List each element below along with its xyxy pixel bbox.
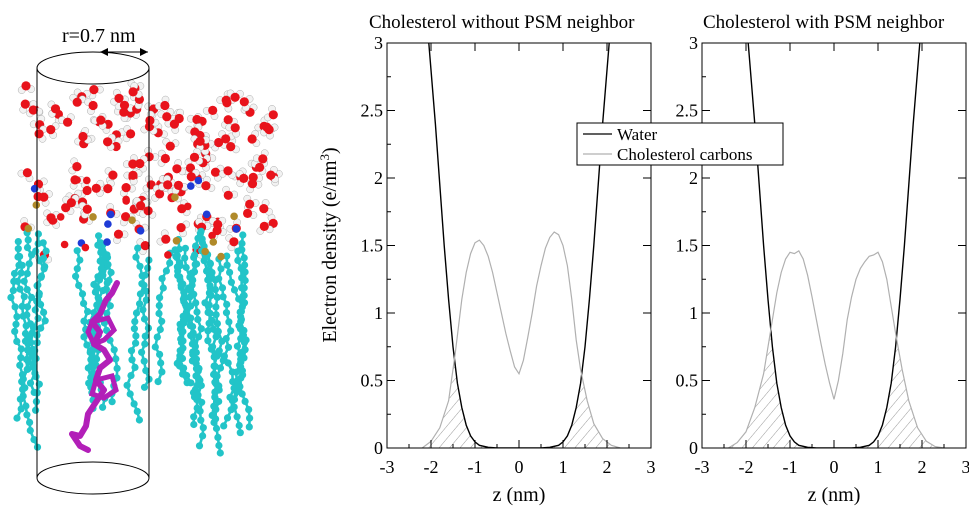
x-tick-label: -3	[695, 457, 710, 477]
x-tick-label: -1	[468, 457, 483, 477]
plot-with-psm: Cholesterol with PSM neighbor -3 -2 -1 0 1 2 3…	[676, 12, 969, 506]
legend-label-water: Water	[617, 125, 657, 144]
y-tick-label: 1	[374, 303, 383, 323]
plot-without-psm: Cholesterol without PSM neighbor -3 -2 -1 0…	[361, 12, 656, 506]
x-tick-label: -1	[783, 457, 798, 477]
x-tick-label: -3	[380, 457, 395, 477]
y-tick-label: 1	[689, 303, 698, 323]
x-tick-label: 1	[559, 457, 568, 477]
y-tick-label: 0	[689, 438, 698, 458]
x-tick-label: -2	[424, 457, 439, 477]
overlap-hatch-2	[728, 330, 944, 448]
legend-item-water: Water	[583, 125, 657, 144]
y-tick-label: 0.5	[361, 371, 384, 391]
x-tick-label: 2	[918, 457, 927, 477]
legend-box	[576, 122, 784, 166]
y-tick-label: 2	[689, 168, 698, 188]
plot2-frame	[701, 42, 967, 449]
y-tick-label: 0.5	[676, 371, 699, 391]
y-tick-label: 1.5	[676, 236, 699, 256]
x-tick-label: 2	[603, 457, 612, 477]
y-tick-label: 0	[374, 438, 383, 458]
plot2-xlabel: z (nm)	[808, 484, 861, 506]
y-axis-label: Electron density (e/nm3)	[317, 147, 342, 342]
x-tick-label: 3	[962, 457, 969, 477]
legend: Water Cholesterol carbons	[576, 122, 784, 166]
y-tick-label: 2	[374, 168, 383, 188]
legend-label-cholesterol-carbons: Cholesterol carbons	[617, 145, 753, 164]
plot1-frame	[386, 42, 652, 449]
plot1-title: Cholesterol without PSM neighbor	[369, 12, 635, 33]
x-tick-label: -2	[739, 457, 754, 477]
radius-label: r=0.7 nm	[62, 25, 136, 47]
y-tick-label: 2.5	[676, 101, 699, 121]
legend-item-cholesterol-carbons: Cholesterol carbons	[583, 145, 753, 164]
y-tick-label: 3	[374, 33, 383, 53]
series-water-line-2	[747, 43, 921, 448]
overlap-hatch-1	[422, 359, 621, 448]
cholesterol-molecule	[69, 280, 120, 453]
series-cholesterol-carbons-line-2	[728, 250, 945, 448]
y-tick-label: 3	[689, 33, 698, 53]
x-tick-label: 3	[647, 457, 656, 477]
plot1-xlabel: z (nm)	[493, 484, 546, 506]
atoms-layer	[7, 79, 283, 457]
x-tick-label: 0	[515, 457, 524, 477]
plot2-title: Cholesterol with PSM neighbor	[703, 12, 945, 33]
x-tick-label: 1	[874, 457, 883, 477]
x-tick-label: 0	[830, 457, 839, 477]
y-tick-label: 1.5	[361, 236, 384, 256]
y-tick-label: 2.5	[361, 101, 384, 121]
series-water-line-1	[428, 43, 610, 448]
membrane-snapshot: r=0.7 nm	[7, 25, 283, 495]
cylinder-outline	[36, 51, 150, 495]
series-cholesterol-carbons-line-1	[421, 231, 621, 448]
